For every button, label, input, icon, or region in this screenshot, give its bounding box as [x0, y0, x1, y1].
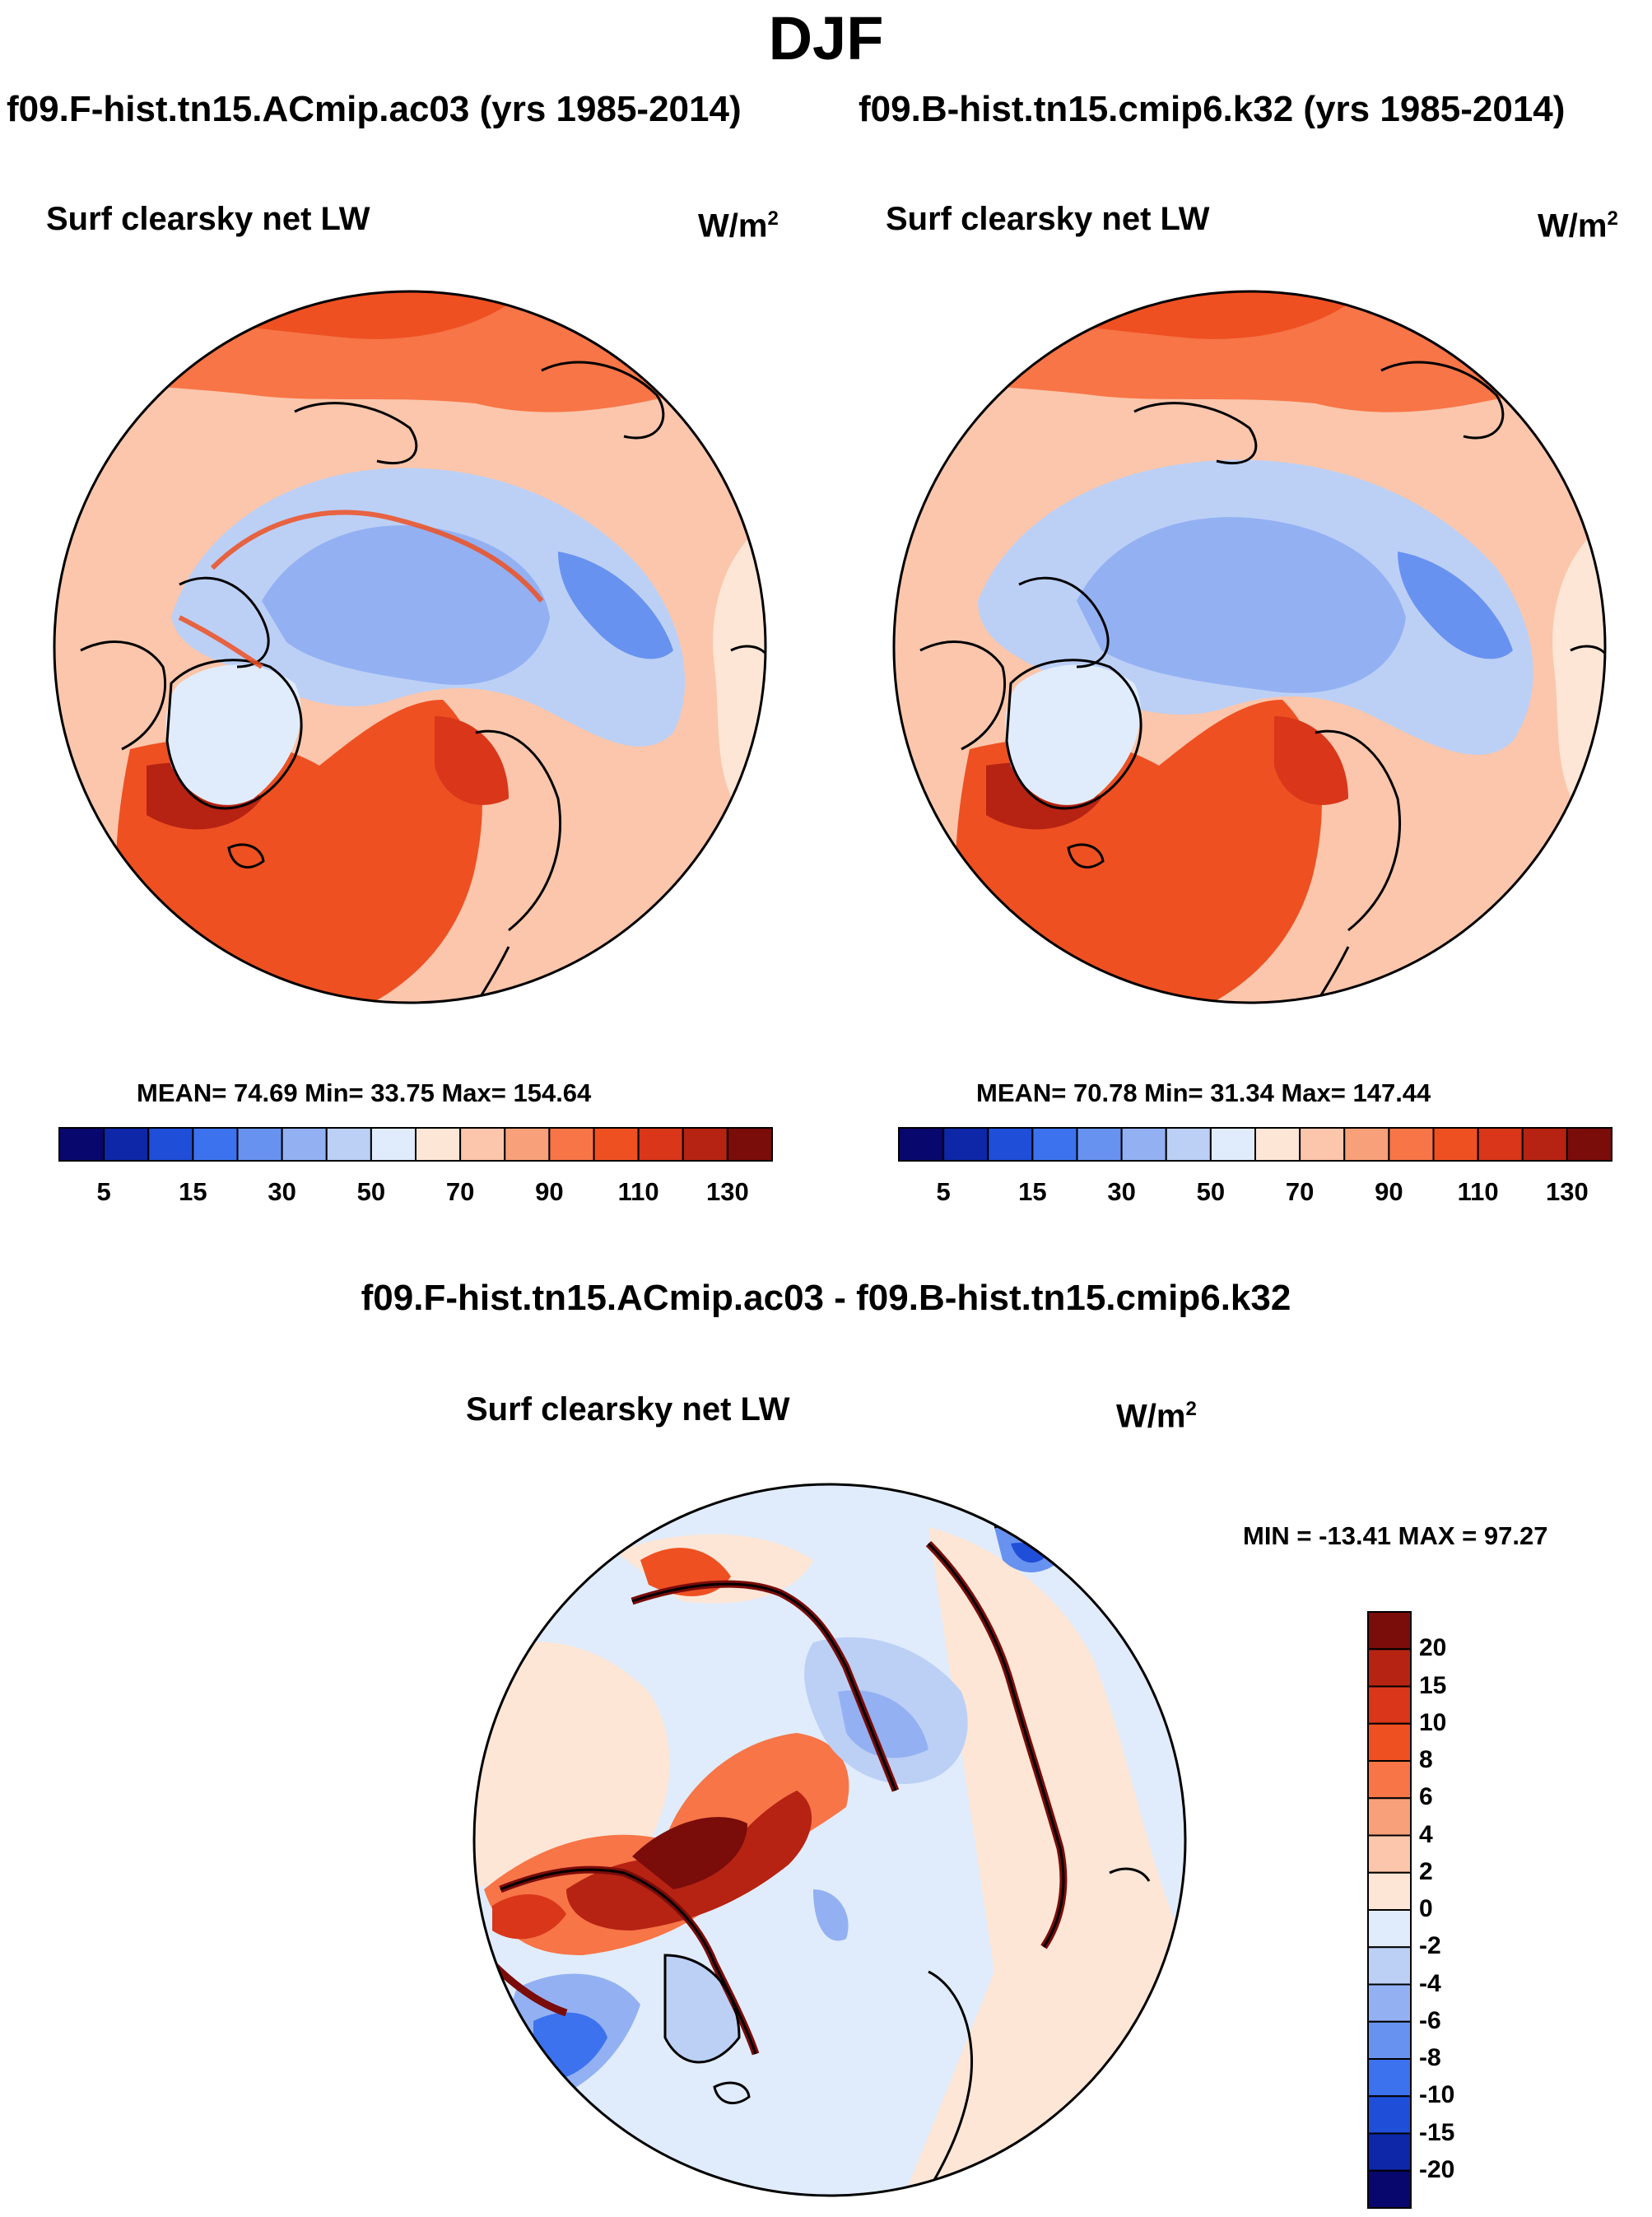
colorbar-tick-label: -10	[1419, 2081, 1455, 2109]
main-title: DJF	[768, 4, 884, 72]
colorbar-tick-label: 2	[1419, 1857, 1433, 1885]
colorbar-swatch	[1432, 1127, 1479, 1162]
colorbar-tick-label: 130	[706, 1177, 749, 1206]
colorbar-swatch	[1367, 2095, 1412, 2135]
case-title-left: f09.F-hist.tn15.ACmip.ac03 (yrs 1985-201…	[7, 89, 742, 129]
colorbar-tick-label: 90	[535, 1177, 564, 1206]
variable-label-right: Surf clearsky net LW	[886, 201, 1210, 237]
units-label-left: W/m2	[698, 207, 779, 245]
colorbar-tick-label: 130	[1546, 1177, 1589, 1206]
colorbar-swatch	[682, 1127, 728, 1162]
colorbar-swatch	[1367, 1834, 1412, 1874]
units-label-right: W/m2	[1538, 207, 1618, 245]
colorbar-swatch	[548, 1127, 595, 1162]
map-left	[53, 290, 767, 1004]
colorbar-tick-label: 5	[96, 1177, 111, 1206]
colorbar-swatch	[1388, 1127, 1435, 1162]
colorbar-swatch	[1477, 1127, 1524, 1162]
colorbar-tick-label: 110	[1457, 1177, 1499, 1206]
colorbar-tick-label: 110	[617, 1177, 659, 1206]
colorbar-tick-label: 30	[268, 1177, 296, 1206]
colorbar-tick-label: 8	[1419, 1746, 1433, 1773]
colorbar-swatch	[147, 1127, 194, 1162]
variable-label-left: Surf clearsky net LW	[46, 201, 370, 237]
colorbar-swatch	[1343, 1127, 1390, 1162]
colorbar-swatch	[192, 1127, 239, 1162]
colorbar-tick-label: -20	[1419, 2155, 1455, 2183]
colorbar-swatch	[1367, 1722, 1412, 1762]
colorbar-tick-label: -8	[1419, 2044, 1441, 2071]
colorbar-tick-label: 15	[1419, 1671, 1447, 1699]
colorbar-swatch	[1367, 1685, 1412, 1725]
colorbar-swatch	[281, 1127, 328, 1162]
colorbar-swatch	[1031, 1127, 1078, 1162]
colorbar-swatch	[1367, 2020, 1412, 2060]
colorbar-swatch	[1367, 2132, 1412, 2172]
colorbar-swatch	[1076, 1127, 1123, 1162]
colorbar-tick-label: -4	[1419, 1969, 1441, 1997]
colorbar-swatch	[1299, 1127, 1346, 1162]
variable-label-diff: Surf clearsky net LW	[466, 1391, 790, 1428]
colorbar-swatch	[103, 1127, 150, 1162]
colorbar-tick-label: 70	[1285, 1177, 1315, 1206]
colorbar-tick-label: 30	[1107, 1177, 1136, 1206]
colorbar-swatch	[898, 1127, 945, 1162]
stats-diff: MIN = -13.41 MAX = 97.27	[1243, 1521, 1548, 1550]
diff-title: f09.F-hist.tn15.ACmip.ac03 - f09.B-hist.…	[361, 1278, 1291, 1318]
colorbar-swatch	[236, 1127, 283, 1162]
colorbar-tick-label: 90	[1375, 1177, 1403, 1206]
colorbar-tick-label: 6	[1419, 1783, 1433, 1811]
colorbar-swatch	[726, 1127, 773, 1162]
colorbar-left	[58, 1127, 773, 1162]
colorbar-tick-label: -6	[1419, 2006, 1441, 2034]
stats-left: MEAN= 74.69 Min= 33.75 Max= 154.64	[137, 1078, 592, 1107]
colorbar-swatch	[459, 1127, 506, 1162]
stats-right: MEAN= 70.78 Min= 31.34 Max= 147.44	[976, 1078, 1431, 1107]
colorbar-swatch	[987, 1127, 1034, 1162]
colorbar-swatch	[1367, 1760, 1412, 1800]
map-right	[892, 290, 1607, 1004]
colorbar-swatch	[370, 1127, 416, 1162]
colorbar-tick-label: 4	[1419, 1820, 1433, 1848]
colorbar-tick-label: 50	[1196, 1177, 1226, 1206]
colorbar-swatch	[1367, 1611, 1412, 1651]
colorbar-tick-label: 15	[1018, 1177, 1047, 1206]
colorbar-tick-label: 50	[356, 1177, 386, 1206]
colorbar-tick-label: 70	[445, 1177, 475, 1206]
colorbar-tick-label: 20	[1419, 1634, 1447, 1662]
colorbar-swatch	[1521, 1127, 1568, 1162]
colorbar-tick-label: -2	[1419, 1932, 1441, 1960]
colorbar-tick-label: 15	[179, 1177, 207, 1206]
colorbar-swatch	[1367, 1648, 1412, 1688]
colorbar-swatch	[1367, 2169, 1412, 2209]
colorbar-swatch	[1120, 1127, 1167, 1162]
colorbar-tick-label: -15	[1419, 2118, 1455, 2146]
colorbar-tick-label: 0	[1419, 1895, 1433, 1922]
colorbar-swatch	[504, 1127, 551, 1162]
colorbar-swatch	[1367, 2058, 1412, 2098]
colorbar-swatch	[1367, 1946, 1412, 1986]
colorbar-swatch	[1209, 1127, 1256, 1162]
colorbar-tick-label: 10	[1419, 1708, 1447, 1736]
case-title-right: f09.B-hist.tn15.cmip6.k32 (yrs 1985-2014…	[859, 89, 1566, 129]
colorbar-swatch	[1367, 1909, 1412, 1949]
colorbar-swatch	[1367, 1871, 1412, 1911]
colorbar-swatch	[942, 1127, 989, 1162]
colorbar-swatch	[1566, 1127, 1612, 1162]
units-label-diff: W/m2	[1116, 1398, 1197, 1435]
colorbar-swatch	[325, 1127, 372, 1162]
colorbar-swatch	[593, 1127, 640, 1162]
map-diff	[472, 1483, 1187, 2197]
colorbar-diff	[1367, 1611, 1412, 2209]
colorbar-swatch	[58, 1127, 105, 1162]
colorbar-swatch	[1367, 1983, 1412, 2023]
colorbar-right	[898, 1127, 1612, 1162]
colorbar-swatch	[1254, 1127, 1301, 1162]
colorbar-swatch	[415, 1127, 462, 1162]
colorbar-swatch	[1165, 1127, 1212, 1162]
colorbar-swatch	[637, 1127, 684, 1162]
colorbar-tick-label: 5	[936, 1177, 951, 1206]
colorbar-swatch	[1367, 1797, 1412, 1837]
